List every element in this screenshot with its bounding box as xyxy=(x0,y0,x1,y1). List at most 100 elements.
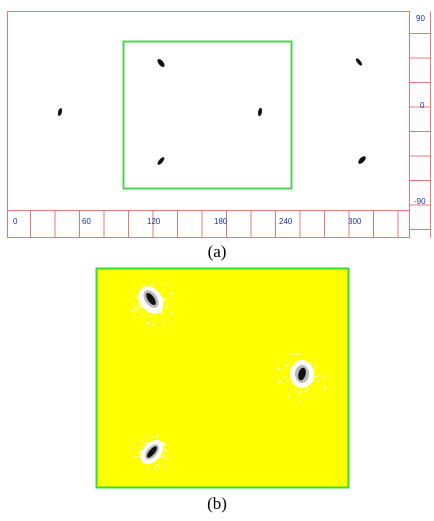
speckle xyxy=(152,283,154,285)
pole-blob xyxy=(157,59,165,67)
speckle xyxy=(165,283,168,286)
speckle xyxy=(293,353,295,355)
speckle xyxy=(140,451,142,454)
speckle xyxy=(164,463,166,466)
speckle xyxy=(163,454,165,457)
speckle xyxy=(305,390,308,393)
speckle xyxy=(162,313,165,315)
speckle xyxy=(164,298,167,300)
speckle xyxy=(138,302,140,304)
speckle xyxy=(298,392,301,394)
speckle xyxy=(170,292,173,294)
y-tick-label: 0 xyxy=(420,101,425,110)
speckle xyxy=(141,439,143,442)
y-tick-label: 90 xyxy=(416,14,425,23)
speckle xyxy=(142,313,144,316)
speckle xyxy=(318,374,321,377)
roi-box xyxy=(122,40,293,190)
speckle xyxy=(297,353,300,355)
stereographic-pole-plot: 0 60 120 180 240 300 90 0 -90 xyxy=(7,11,431,238)
speckle xyxy=(145,441,147,443)
speckle xyxy=(152,324,155,326)
speckle xyxy=(138,306,141,308)
speckle xyxy=(325,375,327,377)
speckle xyxy=(130,310,133,312)
bottom-ruler xyxy=(30,210,399,238)
speckle xyxy=(305,398,307,400)
x-tick-label: 120 xyxy=(147,217,161,226)
speckle xyxy=(322,377,324,380)
speckle xyxy=(150,283,153,285)
speckle xyxy=(165,449,167,452)
speckle xyxy=(152,436,154,438)
speckle xyxy=(288,353,291,355)
x-tick-label: 60 xyxy=(82,217,91,226)
x-tick-label: 300 xyxy=(348,217,362,226)
speckle xyxy=(160,310,163,313)
speckle xyxy=(318,390,321,393)
speckle xyxy=(278,368,280,370)
right-ruler xyxy=(409,33,431,230)
speckle xyxy=(288,396,290,398)
speckle xyxy=(303,389,306,392)
speckle xyxy=(159,456,162,459)
pole-blob xyxy=(257,107,263,117)
speckle xyxy=(280,380,282,383)
plot-frame xyxy=(7,11,410,238)
speckle xyxy=(163,441,165,444)
speckle xyxy=(134,447,137,449)
speckle xyxy=(162,319,165,321)
speckle xyxy=(171,313,173,315)
speckle xyxy=(133,303,135,305)
speckle xyxy=(149,315,152,317)
speckle xyxy=(139,455,141,458)
speckle xyxy=(286,364,288,366)
speckle xyxy=(159,311,161,314)
speckle xyxy=(145,442,147,445)
speckle xyxy=(315,376,317,378)
caption-a: (a) xyxy=(207,242,227,261)
speckle xyxy=(137,452,139,454)
speckle xyxy=(164,443,166,446)
pole-blob xyxy=(146,292,156,306)
speckle xyxy=(162,455,165,458)
speckle xyxy=(135,306,138,309)
speckle xyxy=(143,284,145,287)
x-tick-label: 180 xyxy=(214,217,228,226)
speckle xyxy=(308,388,310,391)
speckle xyxy=(324,385,326,388)
speckle xyxy=(278,380,280,383)
speckle xyxy=(166,457,168,460)
speckle xyxy=(314,364,316,367)
speckle xyxy=(156,435,158,437)
speckle xyxy=(146,322,149,324)
speckle xyxy=(162,322,164,325)
speckle xyxy=(135,456,137,459)
pole-blob xyxy=(147,446,157,458)
speckle xyxy=(162,443,165,446)
speckle xyxy=(135,308,138,310)
speckle xyxy=(312,379,314,382)
speckle xyxy=(135,295,138,298)
pole-blob xyxy=(358,156,366,164)
speckle xyxy=(140,449,142,452)
pole-blob xyxy=(355,58,363,66)
speckle xyxy=(172,293,175,295)
zoomed-roi-image xyxy=(95,267,350,489)
speckle xyxy=(317,380,319,383)
speckle xyxy=(157,465,160,467)
speckle xyxy=(142,445,145,447)
speckle xyxy=(140,305,143,307)
y-tick-label: -90 xyxy=(414,197,426,206)
speckle xyxy=(165,306,168,309)
speckle xyxy=(153,467,156,469)
pole-blob xyxy=(157,157,165,165)
speckle xyxy=(286,380,288,382)
speckle xyxy=(164,448,166,451)
speckle xyxy=(134,455,137,458)
speckle xyxy=(162,298,165,301)
speckle xyxy=(138,304,140,306)
speckle xyxy=(294,388,297,391)
speckle xyxy=(156,464,158,466)
speckle xyxy=(146,468,148,470)
